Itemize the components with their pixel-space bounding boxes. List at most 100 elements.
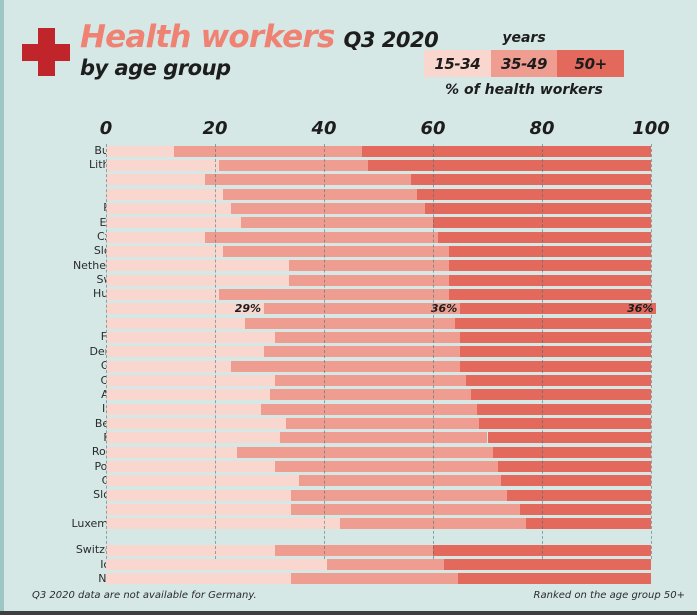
bar-segment-50plus[interactable] (525, 518, 651, 530)
bar-segment-35-49[interactable] (285, 418, 480, 430)
bar-segment-35-49[interactable] (340, 518, 526, 530)
bar-segment-35-49[interactable] (274, 461, 499, 473)
stacked-bar[interactable] (106, 231, 651, 243)
bar-row[interactable]: Italy (0, 173, 697, 187)
stacked-bar[interactable] (106, 418, 651, 430)
bar-segment-50plus[interactable] (449, 260, 651, 272)
bar-row[interactable]: Malta (0, 503, 697, 517)
bar-segment-35-49[interactable] (288, 274, 450, 286)
bar-segment-15-34[interactable] (106, 188, 224, 200)
bar-segment-35-49[interactable] (223, 245, 450, 257)
bar-segment-50plus[interactable] (367, 159, 651, 171)
bar-segment-50plus[interactable] (443, 559, 651, 571)
bar-segment-50plus[interactable] (520, 504, 651, 516)
stacked-bar[interactable] (106, 489, 651, 501)
bar-row[interactable]: Latvia (0, 187, 697, 201)
stacked-bar[interactable] (106, 288, 651, 300)
bar-segment-15-34[interactable] (106, 360, 232, 372)
bar-segment-35-49[interactable] (218, 159, 368, 171)
stacked-bar[interactable] (106, 475, 651, 487)
stacked-bar[interactable] (106, 331, 651, 343)
bar-segment-15-34[interactable] (106, 504, 292, 516)
bar-segment-35-49[interactable] (274, 331, 461, 343)
bar-segment-15-34[interactable] (106, 489, 292, 501)
bar-segment-15-34[interactable] (106, 446, 237, 458)
bar-segment-35-49[interactable] (241, 217, 433, 229)
bar-segment-15-34[interactable] (106, 245, 224, 257)
bar-row[interactable]: France (0, 431, 697, 445)
bar-segment-50plus[interactable] (438, 231, 651, 243)
bar-segment-15-34[interactable] (106, 274, 289, 286)
stacked-bar[interactable] (106, 217, 651, 229)
bar-segment-50plus[interactable] (449, 288, 651, 300)
bar-segment-50plus[interactable] (454, 317, 651, 329)
bar-segment-15-34[interactable] (106, 389, 270, 401)
bar-row[interactable]: Norway (0, 572, 697, 586)
stacked-bar[interactable] (106, 559, 651, 571)
bar-row[interactable]: Denmark (0, 345, 697, 359)
bar-segment-15-34[interactable] (106, 303, 265, 315)
bar-row[interactable]: Iceland (0, 558, 697, 572)
bar-segment-15-34[interactable] (106, 159, 219, 171)
bar-segment-50plus[interactable] (411, 174, 651, 186)
stacked-bar[interactable] (106, 202, 651, 214)
bar-segment-15-34[interactable] (106, 432, 281, 444)
stacked-bar[interactable] (106, 260, 651, 272)
bar-segment-35-49[interactable] (274, 544, 433, 556)
bar-segment-35-49[interactable] (288, 260, 450, 272)
bar-row[interactable]: Croatia (0, 374, 697, 388)
bar-segment-50plus[interactable] (476, 403, 651, 415)
bar-segment-35-49[interactable] (236, 446, 493, 458)
bar-segment-35-49[interactable] (223, 188, 417, 200)
bar-row[interactable]: Hungary (0, 287, 697, 301)
stacked-bar[interactable] (106, 245, 651, 257)
bar-segment-15-34[interactable] (106, 288, 220, 300)
bar-segment-15-34[interactable] (106, 403, 262, 415)
bar-segment-15-34[interactable] (106, 260, 289, 272)
bar-segment-50plus[interactable] (506, 489, 651, 501)
bar-segment-35-49[interactable] (326, 559, 444, 571)
stacked-bar[interactable] (106, 174, 651, 186)
bar-segment-15-34[interactable] (106, 461, 275, 473)
bar-segment-35-49[interactable] (205, 231, 439, 243)
bar-segment-35-49[interactable] (219, 288, 450, 300)
bar-segment-35-49[interactable] (231, 360, 461, 372)
stacked-bar[interactable] (106, 403, 651, 415)
bar-segment-35-49[interactable] (299, 475, 502, 487)
bar-segment-50plus[interactable] (460, 303, 657, 315)
bar-segment-15-34[interactable] (106, 174, 206, 186)
bar-row[interactable]: Poland (0, 201, 697, 215)
bar-row[interactable]: Spain (0, 316, 697, 330)
bar-segment-35-49[interactable] (231, 202, 425, 214)
bar-segment-15-34[interactable] (106, 518, 341, 530)
bar-row[interactable]: Switzerland (0, 543, 697, 557)
bar-row[interactable]: Estonia (0, 216, 697, 230)
bar-segment-50plus[interactable] (471, 389, 651, 401)
stacked-bar[interactable] (106, 461, 651, 473)
stacked-bar[interactable] (106, 188, 651, 200)
bar-segment-50plus[interactable] (487, 432, 651, 444)
bar-row[interactable]: Austria (0, 388, 697, 402)
bar-segment-15-34[interactable] (106, 375, 275, 386)
bar-segment-35-49[interactable] (264, 303, 461, 315)
bar-segment-50plus[interactable] (449, 274, 651, 286)
bar-segment-50plus[interactable] (416, 188, 651, 200)
bar-segment-35-49[interactable] (174, 145, 363, 157)
bar-segment-35-49[interactable] (244, 317, 455, 329)
bar-segment-50plus[interactable] (424, 202, 651, 214)
bar-row[interactable]: Portugal (0, 460, 697, 474)
stacked-bar[interactable] (106, 159, 651, 171)
bar-row[interactable]: Slovenia (0, 488, 697, 502)
bar-segment-50plus[interactable] (460, 346, 651, 358)
bar-segment-15-34[interactable] (106, 231, 206, 243)
bar-row[interactable]: Bulgaria (0, 144, 697, 158)
bar-segment-50plus[interactable] (457, 573, 651, 585)
bar-row[interactable]: Cyprus (0, 474, 697, 488)
stacked-bar[interactable] (106, 544, 651, 556)
bar-segment-35-49[interactable] (291, 489, 507, 501)
bar-segment-15-34[interactable] (106, 418, 286, 430)
bar-segment-35-49[interactable] (274, 375, 466, 386)
bar-row[interactable]: Belgium (0, 417, 697, 431)
bar-segment-50plus[interactable] (362, 145, 651, 157)
legend-item-15-34[interactable]: 15-34 (424, 50, 491, 77)
